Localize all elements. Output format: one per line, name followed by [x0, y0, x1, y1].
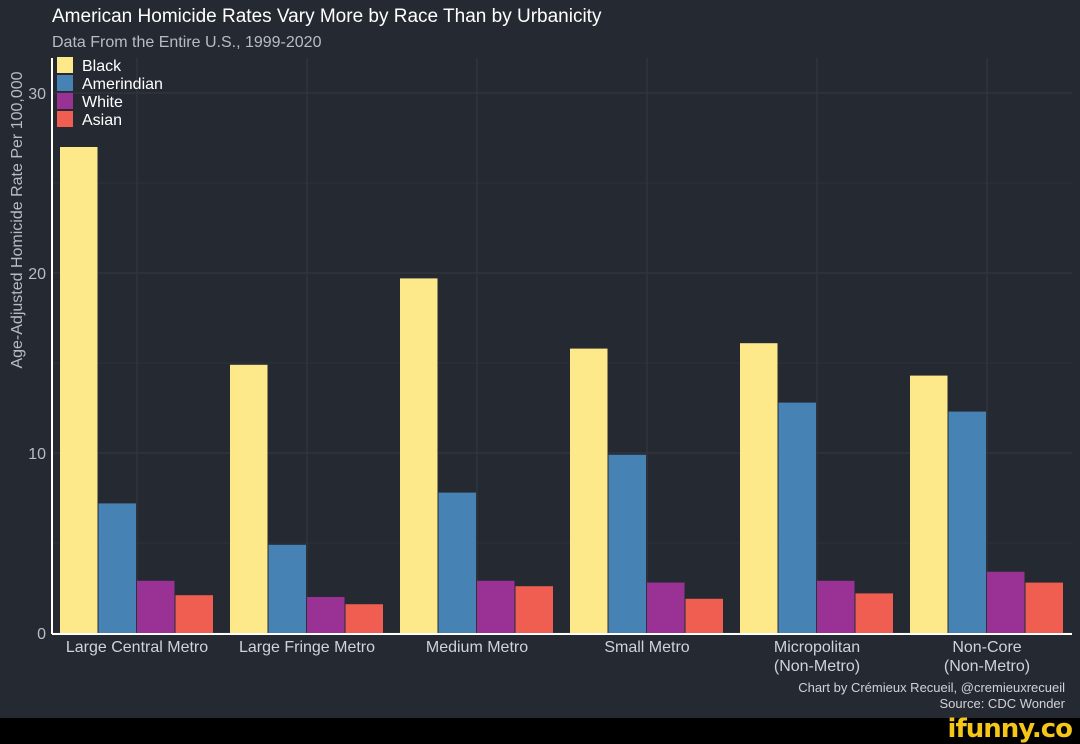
bar-amerindian [778, 402, 816, 633]
chart-title: American Homicide Rates Vary More by Rac… [52, 6, 602, 27]
x-tick-label: Micropolitan [774, 639, 860, 656]
bar-black [740, 343, 778, 633]
x-tick-label: Large Central Metro [66, 639, 208, 656]
bar-asian [515, 586, 553, 633]
caption-source: Source: CDC Wonder [940, 696, 1066, 711]
bar-amerindian [948, 411, 986, 633]
bar-black [400, 278, 438, 633]
legend-label: Amerindian [82, 76, 163, 93]
y-tick-label: 10 [28, 446, 46, 463]
legend-label: Black [82, 58, 122, 75]
bar-asian [1025, 582, 1063, 633]
bar-white [137, 580, 175, 633]
bar-amerindian [268, 544, 306, 633]
legend-swatch-asian [57, 111, 73, 127]
caption-credit: Chart by Crémieux Recueil, @cremieuxrecu… [798, 680, 1065, 695]
legend-label: White [82, 94, 123, 111]
chart: American Homicide Rates Vary More by Rac… [0, 0, 1080, 718]
x-tick-label: Non-Core [952, 639, 1021, 656]
bar-amerindian [438, 492, 476, 633]
x-tick-label: (Non-Metro) [774, 658, 860, 675]
bar-asian [345, 604, 383, 633]
chart-svg: American Homicide Rates Vary More by Rac… [9, 6, 1072, 711]
ifunny-watermark: ifunny.co [947, 714, 1073, 744]
y-tick-label: 30 [28, 86, 46, 103]
bar-amerindian [608, 454, 646, 633]
bar-black [60, 147, 98, 633]
legend-label: Asian [82, 112, 122, 129]
bar-white [987, 571, 1025, 633]
legend-swatch-black [57, 57, 73, 73]
bar-asian [855, 593, 893, 633]
legend-swatch-amerindian [57, 75, 73, 91]
x-tick-label: (Non-Metro) [944, 658, 1030, 675]
bar-white [817, 580, 855, 633]
bar-black [570, 348, 608, 633]
x-tick-label: Large Fringe Metro [239, 639, 375, 656]
chart-subtitle: Data From the Entire U.S., 1999-2020 [52, 34, 322, 51]
bar-white [647, 582, 685, 633]
y-axis-label: Age-Adjusted Homicide Rate Per 100,000 [9, 71, 26, 368]
y-tick-label: 0 [37, 626, 46, 643]
y-tick-label: 20 [28, 266, 46, 283]
legend-swatch-white [57, 93, 73, 109]
bar-asian [175, 595, 213, 633]
x-tick-label: Medium Metro [426, 639, 528, 656]
bar-asian [685, 598, 723, 633]
bar-amerindian [98, 503, 136, 633]
bar-white [307, 597, 345, 633]
x-tick-label: Small Metro [604, 639, 689, 656]
bar-black [230, 364, 268, 633]
bar-white [477, 580, 515, 633]
bar-black [910, 375, 948, 633]
